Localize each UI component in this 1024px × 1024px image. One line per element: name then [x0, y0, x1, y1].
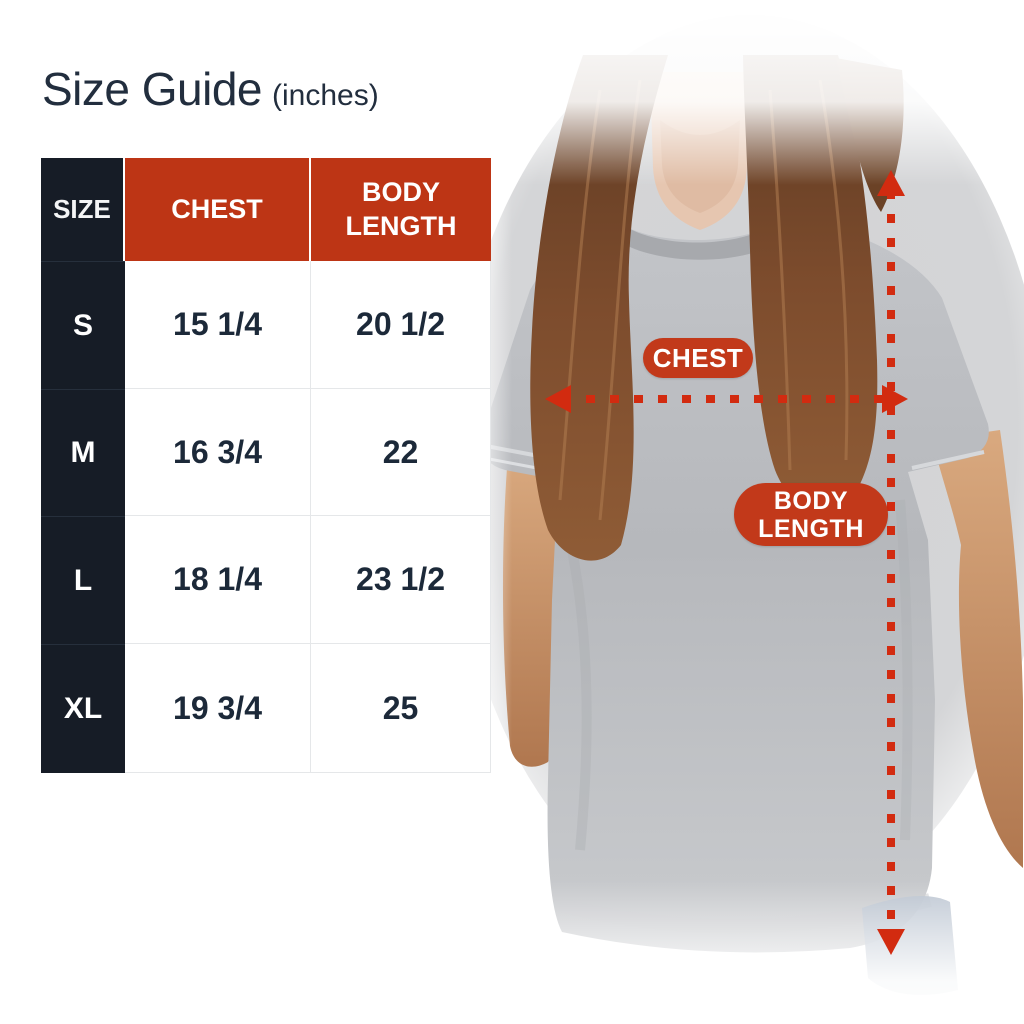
- photo-bottom-fade: [470, 880, 1024, 1024]
- row-s-size: S: [41, 261, 125, 389]
- row-l-size: L: [41, 516, 125, 644]
- row-m-body-length: 22: [311, 389, 491, 516]
- row-m-size: M: [41, 389, 125, 516]
- chest-badge-label: CHEST: [652, 342, 744, 373]
- row-xl-chest: 19 3/4: [125, 644, 311, 773]
- body-length-measure-arrow: [877, 170, 905, 955]
- chest-badge: CHEST: [643, 338, 753, 378]
- row-l-body-length: 23 1/2: [311, 516, 491, 644]
- tshirt-collar: [604, 212, 796, 260]
- body-length-badge: BODY LENGTH: [734, 483, 888, 546]
- row-xl-body-length: 25: [311, 644, 491, 773]
- row-m-chest: 16 3/4: [125, 389, 311, 516]
- page-title-text: Size Guide: [42, 63, 263, 115]
- right-sleeve-hem: [911, 450, 985, 470]
- row-l-chest: 18 1/4: [125, 516, 311, 644]
- model-right-arm: [932, 430, 1023, 868]
- body-length-badge-label: BODY LENGTH: [758, 486, 864, 543]
- page-title: Size Guide (inches): [42, 62, 379, 116]
- page-title-unit: (inches): [272, 79, 379, 112]
- row-s-chest: 15 1/4: [125, 261, 311, 389]
- column-header-size: SIZE: [41, 158, 125, 261]
- model-photo: [470, 0, 1024, 1024]
- photo-top-fade: [470, 0, 1024, 185]
- column-header-chest: CHEST: [125, 158, 311, 261]
- row-xl-size: XL: [41, 644, 125, 773]
- row-s-body-length: 20 1/2: [311, 261, 491, 389]
- size-guide-table: SIZE CHEST BODY LENGTH S 15 1/4 20 1/2 M…: [41, 158, 491, 773]
- column-header-body-length: BODY LENGTH: [311, 158, 491, 261]
- shirt-fold: [895, 499, 913, 841]
